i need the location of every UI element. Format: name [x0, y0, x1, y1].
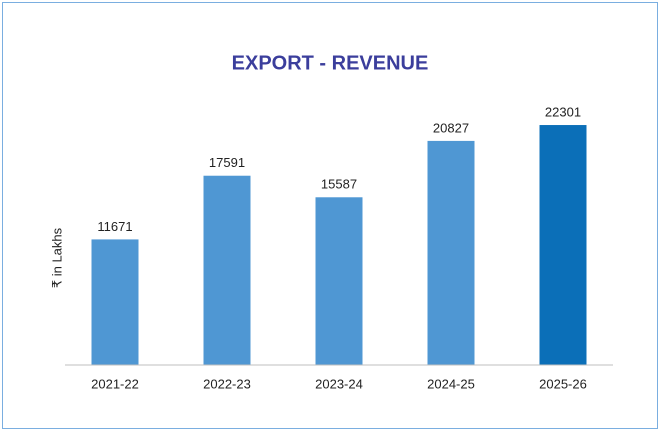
chart-title: EXPORT - REVENUE: [232, 52, 429, 74]
bar: [539, 125, 587, 366]
data-label: 22301: [545, 104, 581, 119]
x-tick-label: 2025-26: [539, 376, 587, 391]
bar: [427, 140, 475, 365]
bar: [315, 197, 363, 365]
x-tick-label: 2021-22: [91, 376, 139, 391]
x-tick-label: 2022-23: [203, 376, 251, 391]
bar: [203, 175, 251, 365]
y-axis-label: ₹ in Lakhs: [49, 227, 64, 288]
x-tick-label: 2024-25: [427, 376, 475, 391]
x-tick-label: 2023-24: [315, 376, 363, 391]
data-label: 15587: [321, 177, 357, 192]
data-label: 11671: [97, 219, 132, 234]
data-label: 20827: [433, 120, 469, 135]
bar: [91, 239, 139, 365]
data-label: 17591: [209, 155, 245, 170]
